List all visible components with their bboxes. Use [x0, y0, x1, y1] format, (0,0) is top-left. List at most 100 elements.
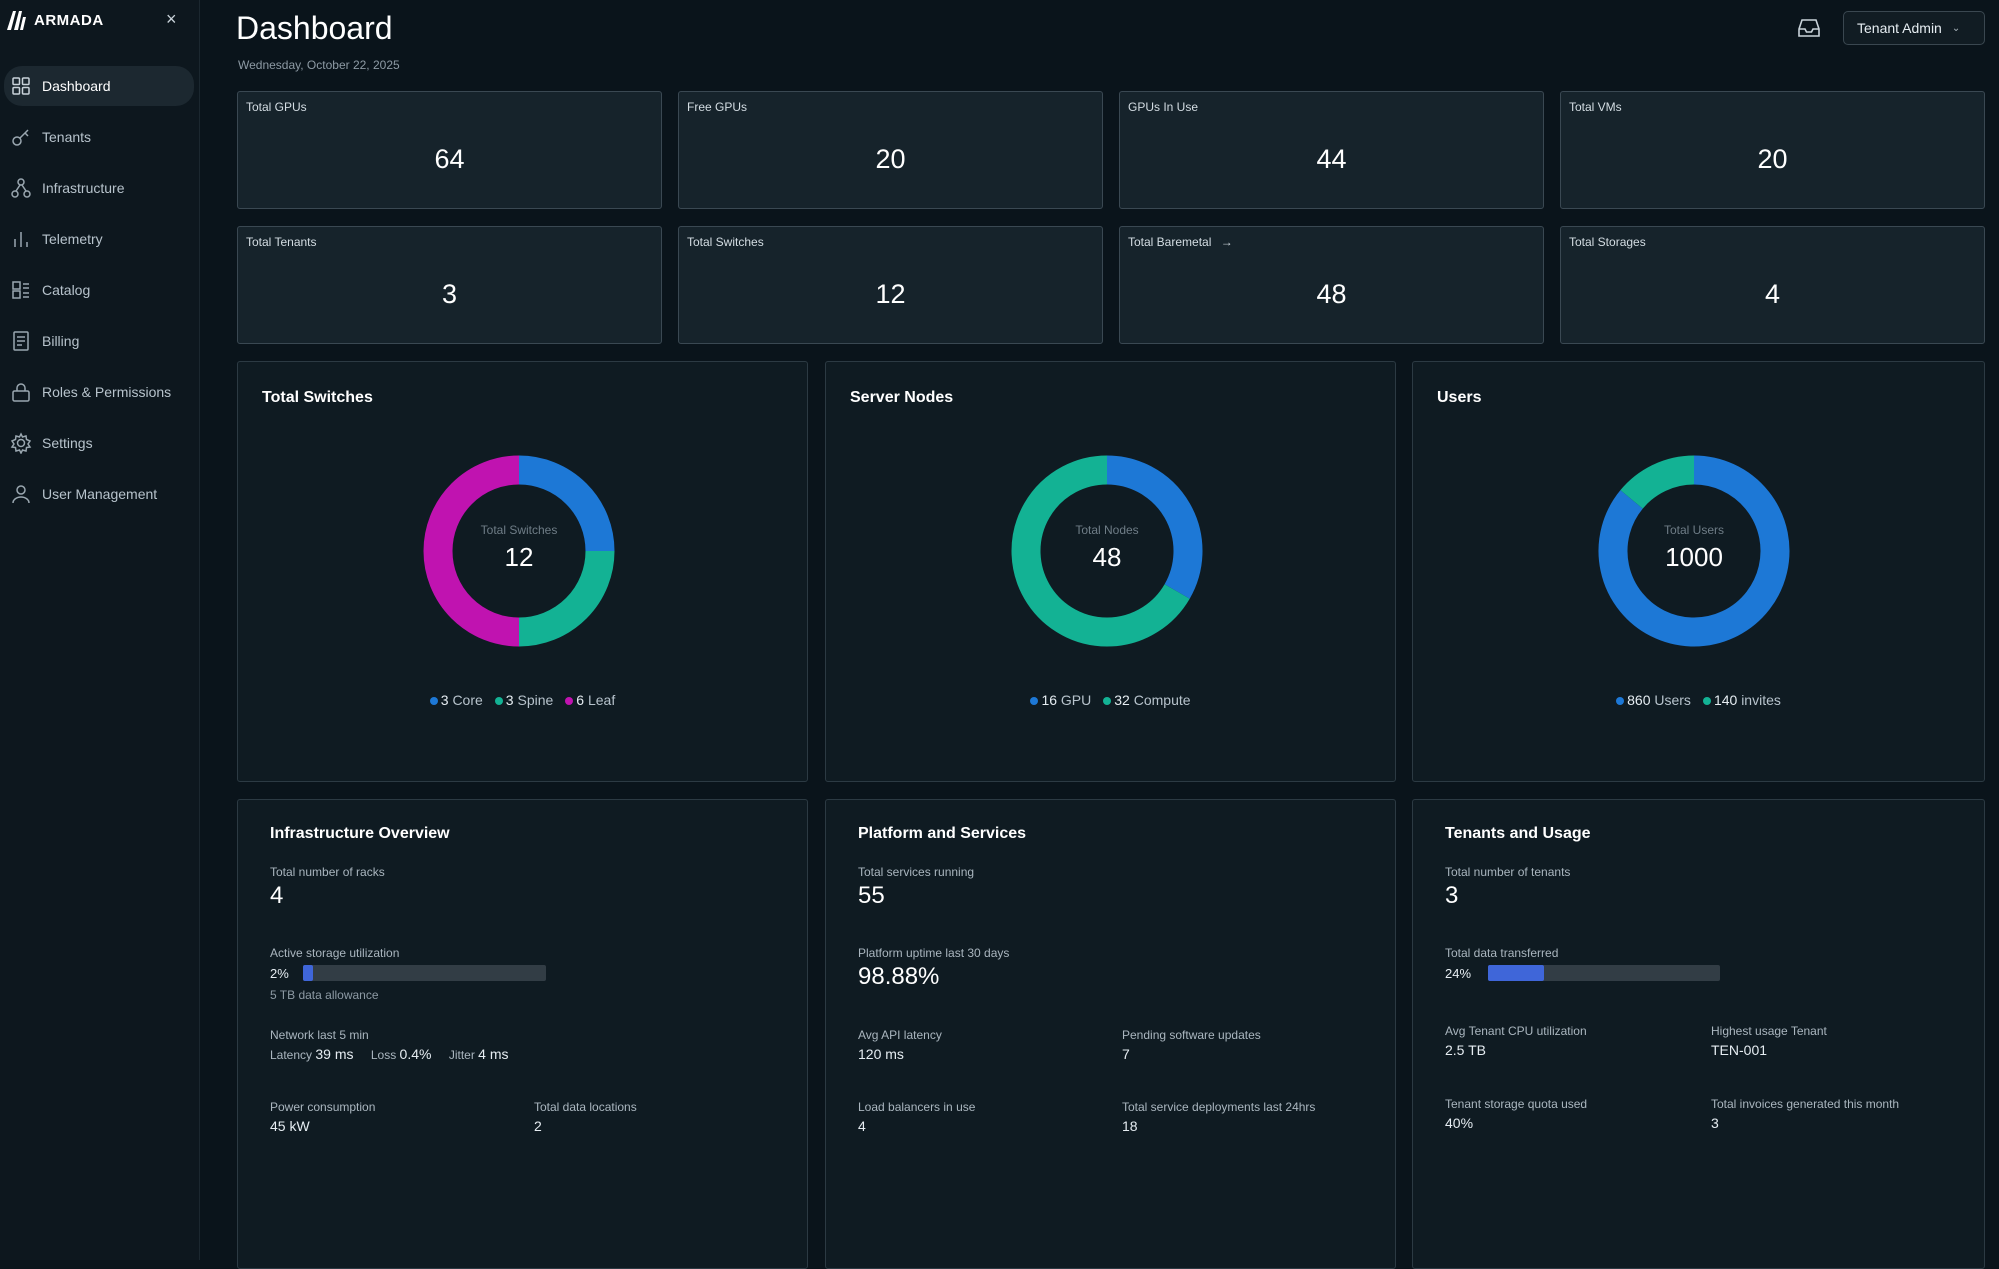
gear-icon: [10, 432, 32, 455]
donut-segment-invites[interactable]: [1620, 455, 1695, 510]
sidebar-item-tenants[interactable]: Tenants: [4, 117, 194, 157]
jitter-value: 4 ms: [478, 1046, 509, 1062]
uptime-label: Platform uptime last 30 days: [858, 946, 1010, 960]
network-nodes-icon: [10, 177, 32, 199]
panel-title: Users: [1437, 389, 1482, 406]
stat-label-text: Total Baremetal: [1128, 235, 1212, 249]
legend-count: 32: [1114, 692, 1130, 708]
services-value: 55: [858, 882, 885, 909]
sidebar: ARMADA × Dashboard Tenants: [0, 0, 200, 1260]
storage-progress-fill: [303, 965, 313, 981]
legend-item-leaf: 6 Leaf: [565, 692, 615, 708]
locations-value: 2: [534, 1118, 542, 1134]
legend-count: 3: [505, 692, 514, 708]
panel-title: Platform and Services: [858, 825, 1027, 842]
cpu-value: 2.5 TB: [1445, 1042, 1486, 1058]
legend-count: 3: [440, 692, 449, 708]
legend-count: 140: [1713, 692, 1738, 708]
storage-note: 5 TB data allowance: [270, 988, 379, 1002]
bar-chart-icon: [10, 228, 32, 250]
sidebar-item-label: Tenants: [42, 129, 92, 145]
deployments-value: 18: [1122, 1118, 1138, 1134]
donut-center-value: 12: [505, 542, 534, 572]
page-title: Dashboard: [236, 10, 393, 46]
stat-value: 64: [434, 144, 465, 174]
sidebar-item-label: Catalog: [42, 282, 91, 298]
donut-center-label: Total Switches: [481, 523, 558, 537]
jitter-label: Jitter: [448, 1048, 475, 1062]
close-sidebar-icon[interactable]: ×: [166, 9, 177, 29]
panel-title: Tenants and Usage: [1445, 825, 1591, 842]
inbox-icon[interactable]: [1796, 16, 1822, 40]
sidebar-item-roles-permissions[interactable]: Roles & Permissions: [4, 372, 194, 412]
stat-label: GPUs In Use: [1128, 100, 1199, 114]
donut-segment-users[interactable]: [1598, 455, 1790, 647]
panel-tenants-usage: Tenants and Usage Total number of tenant…: [1412, 799, 1985, 1269]
legend-label: Core: [452, 692, 483, 708]
panel-server-nodes: Server Nodes Total Nodes 48 16 GPU 32 Com…: [825, 361, 1396, 782]
donut-center-value: 48: [1093, 542, 1122, 572]
tenants-count-label: Total number of tenants: [1445, 865, 1571, 879]
stat-value: 12: [875, 279, 906, 309]
legend-dot: [1616, 697, 1625, 705]
stat-card-free-gpus: Free GPUs 20: [678, 91, 1103, 209]
legend-item-core: 3 Core: [429, 692, 483, 708]
donut-segment-compute[interactable]: [1011, 455, 1190, 647]
latency-label: Latency: [270, 1048, 313, 1062]
sidebar-nav: Dashboard Tenants Infrastructure: [0, 66, 200, 525]
key-icon: [10, 126, 32, 148]
donut-segment-gpu[interactable]: [1106, 455, 1203, 599]
sidebar-item-catalog[interactable]: Catalog: [4, 270, 194, 310]
stat-label: Free GPUs: [687, 100, 748, 114]
tenant-admin-label: Tenant Admin: [1857, 20, 1942, 36]
tenant-admin-dropdown[interactable]: Tenant Admin ⌄: [1843, 11, 1985, 45]
stat-value: 44: [1316, 144, 1347, 174]
sidebar-item-infrastructure[interactable]: Infrastructure: [4, 168, 194, 208]
donut-segment-leaf[interactable]: [423, 455, 520, 647]
panel-users: Users Total Users 1000 860 Users 140 invi…: [1412, 361, 1985, 782]
panel-title: Server Nodes: [850, 389, 954, 406]
uptime-value: 98.88%: [858, 963, 940, 990]
sidebar-item-telemetry[interactable]: Telemetry: [4, 219, 194, 259]
sidebar-item-label: Settings: [42, 435, 93, 451]
stat-card-total-baremetal[interactable]: Total Baremetal → 48: [1119, 226, 1544, 344]
loss-label: Loss: [370, 1048, 397, 1062]
racks-label: Total number of racks: [270, 865, 385, 879]
legend-item-users: 860 Users: [1616, 692, 1691, 708]
sidebar-item-dashboard[interactable]: Dashboard: [4, 66, 194, 106]
stat-card-total-tenants: Total Tenants 3: [237, 226, 662, 344]
brand-logo[interactable]: ARMADA: [6, 8, 186, 32]
donut-segment-spine[interactable]: [518, 550, 615, 647]
chevron-down-icon: ⌄: [1951, 22, 1961, 34]
network-label: Network last 5 min: [270, 1028, 369, 1042]
sidebar-item-label: User Management: [42, 486, 158, 502]
quota-value: 40%: [1445, 1115, 1474, 1131]
racks-value: 4: [270, 882, 284, 909]
loss-value: 0.4%: [399, 1046, 432, 1062]
transfer-percent: 24%: [1445, 966, 1472, 981]
stat-card-total-gpus: Total GPUs 64: [237, 91, 662, 209]
invoices-label: Total invoices generated this month: [1711, 1097, 1900, 1111]
stat-card-gpus-in-use: GPUs In Use 44: [1119, 91, 1544, 209]
user-icon: [10, 483, 32, 505]
donut-center-label: Total Nodes: [1075, 523, 1138, 537]
storage-percent: 2%: [270, 966, 289, 981]
donut-chart: Total Users 1000: [1598, 455, 1790, 647]
invoices-value: 3: [1711, 1115, 1719, 1131]
stat-label: Total Baremetal →: [1128, 235, 1233, 249]
load-balancers-value: 4: [858, 1118, 866, 1134]
donut-segment-core[interactable]: [518, 455, 615, 552]
grid-icon: [10, 75, 32, 97]
legend-label: Users: [1654, 692, 1691, 708]
panel-platform-services: Platform and Services Total services run…: [825, 799, 1396, 1269]
network-metrics: Latency 39 ms Loss 0.4% Jitter 4 ms: [270, 1046, 523, 1062]
stat-value: 20: [1757, 144, 1788, 174]
sidebar-item-user-management[interactable]: User Management: [4, 474, 194, 514]
stat-value: 48: [1316, 279, 1347, 309]
sidebar-item-settings[interactable]: Settings: [4, 423, 194, 463]
legend-item-spine: 3 Spine: [494, 692, 553, 708]
sidebar-item-billing[interactable]: Billing: [4, 321, 194, 361]
panel-total-switches: Total Switches Total Switches 12 3 Core 3…: [237, 361, 808, 782]
main-content: Dashboard Wednesday, October 22, 2025 Te…: [200, 0, 1999, 1269]
stat-label: Total Tenants: [246, 235, 317, 249]
